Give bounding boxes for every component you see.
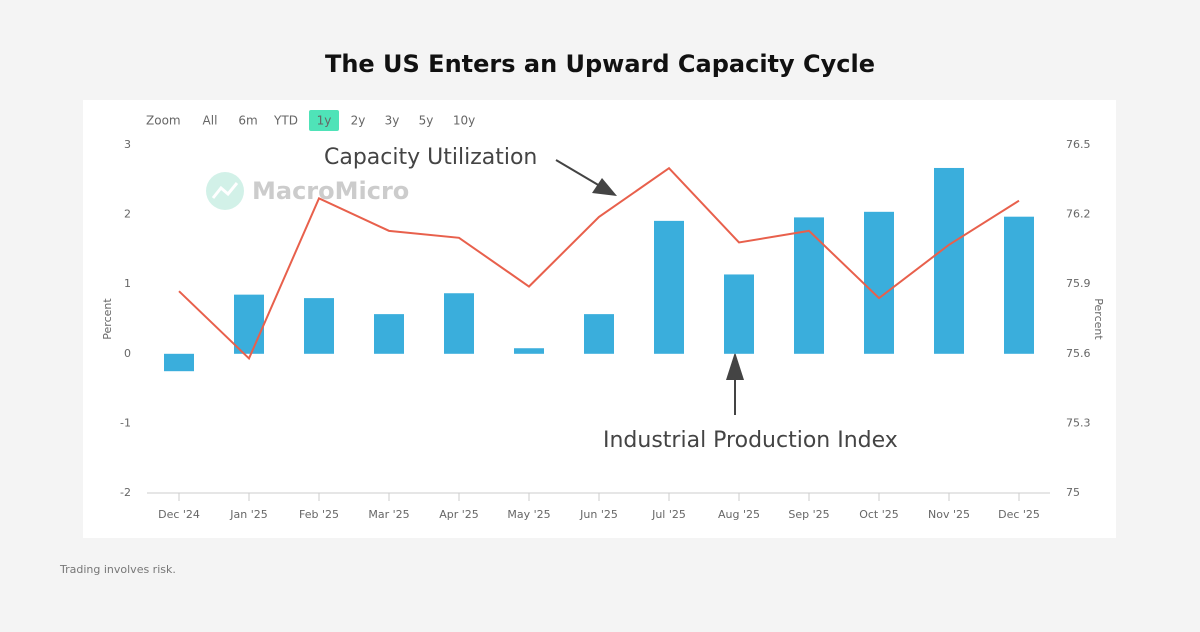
x-tick-label: Dec '24 — [158, 508, 200, 521]
watermark-text: MacroMicro — [252, 177, 409, 205]
x-tick-label: Apr '25 — [439, 508, 479, 521]
bar — [514, 348, 544, 354]
y2-tick-label: 75.6 — [1066, 347, 1091, 360]
x-tick-label: Feb '25 — [299, 508, 339, 521]
zoom-button[interactable]: 3y — [385, 114, 400, 128]
x-tick-label: Sep '25 — [788, 508, 829, 521]
chart-title: The US Enters an Upward Capacity Cycle — [325, 50, 875, 78]
y-axis-label: Percent — [101, 298, 114, 340]
bar — [794, 217, 824, 354]
bar — [234, 294, 264, 354]
x-tick-label: Aug '25 — [718, 508, 760, 521]
bar — [444, 293, 474, 354]
bar — [164, 353, 194, 372]
y2-axis-label: Percent — [1092, 298, 1105, 340]
zoom-button[interactable]: 10y — [453, 114, 475, 128]
x-tick-label: Nov '25 — [928, 508, 970, 521]
annotation: Industrial Production Index — [603, 428, 898, 453]
y-tick-label: 3 — [124, 138, 131, 151]
zoom-button[interactable]: YTD — [273, 114, 298, 128]
y-tick-label: 2 — [124, 208, 131, 221]
y-tick-label: 1 — [124, 277, 131, 290]
footer: Trading involves risk. — [59, 563, 176, 576]
zoom-label: Zoom — [146, 114, 181, 128]
zoom-button[interactable]: 5y — [419, 114, 434, 128]
y-tick-label: 0 — [124, 347, 131, 360]
zoom-button[interactable]: 2y — [351, 114, 366, 128]
x-tick-label: Oct '25 — [859, 508, 899, 521]
x-tick-label: Jan '25 — [229, 508, 267, 521]
y2-tick-label: 75.9 — [1066, 277, 1091, 290]
bar — [304, 298, 334, 354]
bar — [654, 220, 684, 354]
bar — [724, 274, 754, 354]
x-tick-label: Jul '25 — [651, 508, 686, 521]
zoom-button[interactable]: 6m — [238, 114, 257, 128]
x-tick-label: May '25 — [507, 508, 550, 521]
y2-tick-label: 75 — [1066, 486, 1080, 499]
zoom-selected — [309, 110, 339, 131]
y2-tick-label: 76.5 — [1066, 138, 1091, 151]
line — [178, 166, 1020, 361]
arrow — [555, 159, 601, 187]
y2-tick-label: 76.2 — [1066, 208, 1091, 221]
annotation: Capacity Utilization — [324, 145, 537, 170]
bar — [584, 314, 614, 354]
watermark — [206, 172, 244, 210]
y-tick-label: -1 — [120, 416, 131, 429]
bar — [934, 167, 964, 354]
zoom-button[interactable]: All — [203, 114, 218, 128]
y-tick-label: -2 — [120, 486, 131, 499]
arrow-head — [592, 178, 617, 196]
x-tick-label: Mar '25 — [368, 508, 409, 521]
x-tick-label: Dec '25 — [998, 508, 1040, 521]
zoom-button[interactable]: 1y — [317, 114, 332, 128]
bar — [374, 314, 404, 354]
x-tick-label: Jun '25 — [579, 508, 618, 521]
y2-tick-label: 75.3 — [1066, 416, 1091, 429]
bar — [1004, 216, 1034, 354]
bar — [864, 211, 894, 354]
arrow-head — [726, 352, 744, 380]
